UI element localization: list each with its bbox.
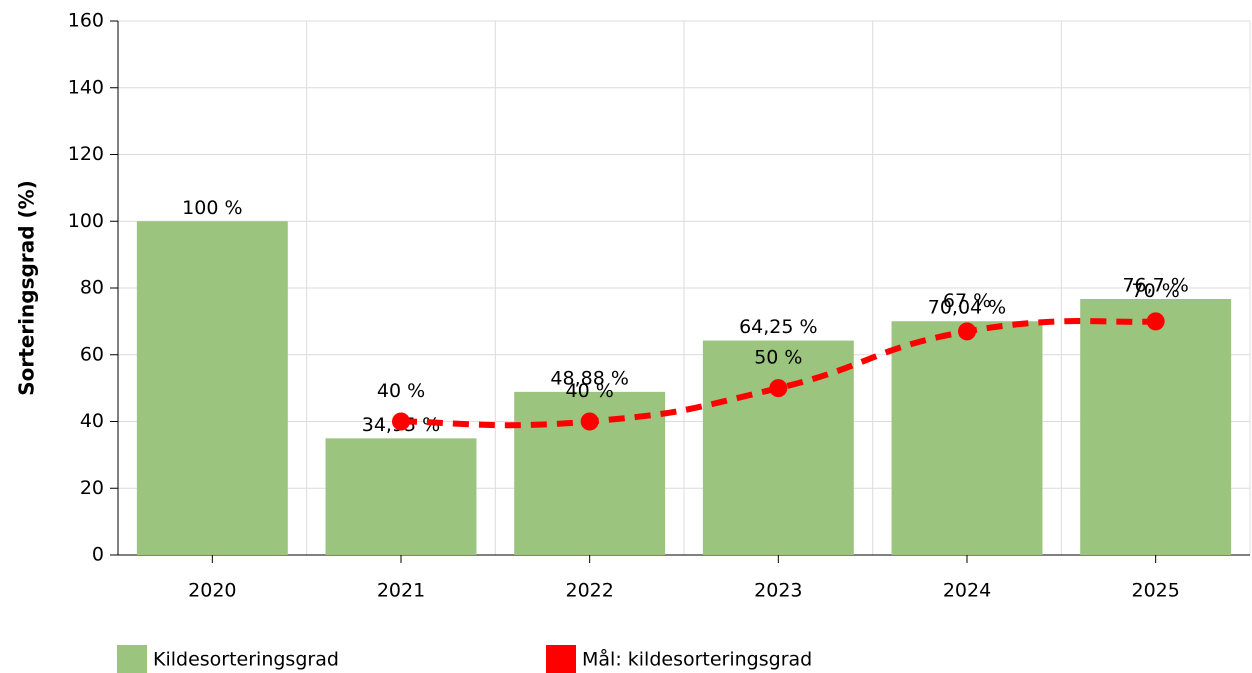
y-tick-label: 120 <box>68 143 104 165</box>
bar <box>891 321 1043 555</box>
line-marker <box>1146 312 1165 331</box>
legend-swatch <box>117 645 147 673</box>
bar-value-label: 100 % <box>182 197 242 219</box>
line-value-label: 40 % <box>566 380 614 402</box>
y-tick-label: 40 <box>80 410 104 432</box>
line-marker <box>392 412 410 431</box>
x-tick-label: 2022 <box>565 580 613 602</box>
x-tick-label: 2024 <box>943 580 991 602</box>
y-axis-title: Sorteringsgrad (%) <box>15 180 39 396</box>
y-tick-label: 100 <box>68 210 104 232</box>
y-tick-label: 0 <box>92 544 104 566</box>
y-tick-label: 160 <box>68 10 104 32</box>
bar-value-label: 64,25 % <box>739 316 818 338</box>
legend-swatch <box>546 645 576 673</box>
line-value-label: 67 % <box>943 290 991 312</box>
line-marker <box>958 322 976 341</box>
y-tick-label: 80 <box>80 277 104 299</box>
legend-label: Kildesorteringsgrad <box>153 649 339 671</box>
line-value-label: 40 % <box>377 380 425 402</box>
y-tick-label: 60 <box>80 343 104 365</box>
line-value-label: 70 % <box>1132 280 1180 302</box>
line-marker <box>769 379 788 398</box>
x-tick-label: 2025 <box>1131 580 1179 602</box>
bar <box>1080 299 1232 555</box>
bar-value-label: 48,88 % <box>550 367 629 389</box>
bar <box>702 340 854 555</box>
x-tick-label: 2023 <box>754 580 802 602</box>
bar <box>136 221 288 555</box>
y-tick-label: 20 <box>80 477 104 499</box>
bar-value-label: 70,04 % <box>928 297 1007 319</box>
line <box>400 318 1156 429</box>
line-value-label: 50 % <box>754 347 802 369</box>
x-tick-label: 2020 <box>188 580 236 602</box>
bar <box>325 438 477 555</box>
bar-value-label: 76,7 % <box>1122 275 1188 297</box>
line-marker <box>580 412 599 431</box>
y-tick-label: 140 <box>68 76 104 98</box>
x-tick-label: 2021 <box>377 580 425 602</box>
legend-label: Mål: kildesorteringsgrad <box>582 648 812 671</box>
